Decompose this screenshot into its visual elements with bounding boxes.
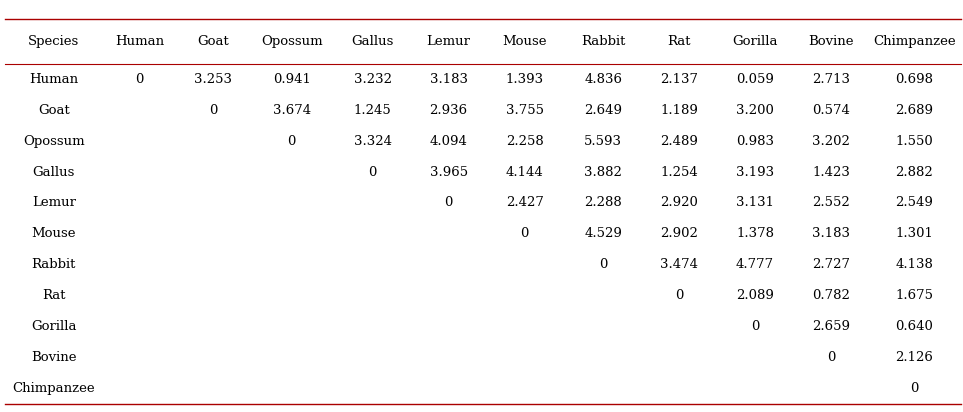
Text: 3.183: 3.183 [812, 227, 850, 240]
Text: Rabbit: Rabbit [581, 35, 625, 48]
Text: Mouse: Mouse [32, 227, 76, 240]
Text: 0: 0 [288, 135, 296, 147]
Text: 0.941: 0.941 [273, 73, 311, 86]
Text: 2.902: 2.902 [661, 227, 698, 240]
Text: 2.288: 2.288 [585, 197, 622, 209]
Text: 2.727: 2.727 [812, 258, 850, 271]
Text: 4.138: 4.138 [896, 258, 933, 271]
Text: 2.089: 2.089 [736, 289, 774, 302]
Text: 1.189: 1.189 [661, 104, 698, 117]
Text: Gorilla: Gorilla [31, 320, 77, 333]
Text: 3.232: 3.232 [353, 73, 392, 86]
Text: Lemur: Lemur [427, 35, 471, 48]
Text: 2.258: 2.258 [506, 135, 543, 147]
Text: 0: 0 [751, 320, 759, 333]
Text: 4.529: 4.529 [585, 227, 622, 240]
Text: 0: 0 [910, 382, 919, 395]
Text: 3.183: 3.183 [429, 73, 468, 86]
Text: 0: 0 [209, 104, 218, 117]
Text: 0: 0 [520, 227, 529, 240]
Text: 2.936: 2.936 [429, 104, 468, 117]
Text: Chimpanzee: Chimpanzee [873, 35, 956, 48]
Text: 2.689: 2.689 [896, 104, 933, 117]
Text: 3.253: 3.253 [195, 73, 232, 86]
Text: 1.393: 1.393 [506, 73, 544, 86]
Text: 0: 0 [675, 289, 684, 302]
Text: 1.550: 1.550 [896, 135, 933, 147]
Text: 4.777: 4.777 [736, 258, 774, 271]
Text: 3.755: 3.755 [506, 104, 544, 117]
Text: 2.882: 2.882 [896, 166, 933, 178]
Text: Goat: Goat [38, 104, 69, 117]
Text: Bovine: Bovine [31, 351, 77, 364]
Text: Gorilla: Gorilla [732, 35, 778, 48]
Text: Gallus: Gallus [351, 35, 394, 48]
Text: 1.423: 1.423 [812, 166, 850, 178]
Text: 1.254: 1.254 [661, 166, 698, 178]
Text: 1.245: 1.245 [353, 104, 392, 117]
Text: 1.378: 1.378 [736, 227, 774, 240]
Text: Species: Species [28, 35, 80, 48]
Text: 2.920: 2.920 [661, 197, 698, 209]
Text: Bovine: Bovine [808, 35, 854, 48]
Text: 0: 0 [445, 197, 453, 209]
Text: 3.882: 3.882 [585, 166, 622, 178]
Text: 3.200: 3.200 [736, 104, 774, 117]
Text: 3.324: 3.324 [353, 135, 392, 147]
Text: 2.649: 2.649 [585, 104, 622, 117]
Text: Opossum: Opossum [23, 135, 85, 147]
Text: 0: 0 [827, 351, 835, 364]
Text: 1.675: 1.675 [896, 289, 933, 302]
Text: 4.144: 4.144 [506, 166, 543, 178]
Text: Opossum: Opossum [261, 35, 323, 48]
Text: 0.983: 0.983 [736, 135, 774, 147]
Text: Human: Human [116, 35, 165, 48]
Text: Rabbit: Rabbit [32, 258, 76, 271]
Text: 3.674: 3.674 [273, 104, 311, 117]
Text: 0: 0 [369, 166, 377, 178]
Text: 2.137: 2.137 [660, 73, 698, 86]
Text: 0.574: 0.574 [812, 104, 850, 117]
Text: 3.131: 3.131 [736, 197, 774, 209]
Text: 2.489: 2.489 [661, 135, 698, 147]
Text: 0.698: 0.698 [896, 73, 933, 86]
Text: 3.202: 3.202 [812, 135, 850, 147]
Text: Gallus: Gallus [33, 166, 75, 178]
Text: 3.193: 3.193 [736, 166, 774, 178]
Text: 4.094: 4.094 [429, 135, 468, 147]
Text: 1.301: 1.301 [896, 227, 933, 240]
Text: 4.836: 4.836 [585, 73, 622, 86]
Text: Chimpanzee: Chimpanzee [13, 382, 95, 395]
Text: 0.640: 0.640 [896, 320, 933, 333]
Text: Mouse: Mouse [503, 35, 547, 48]
Text: Lemur: Lemur [32, 197, 76, 209]
Text: 2.713: 2.713 [812, 73, 850, 86]
Text: 0: 0 [136, 73, 143, 86]
Text: Rat: Rat [667, 35, 690, 48]
Text: 3.965: 3.965 [429, 166, 468, 178]
Text: 0.782: 0.782 [812, 289, 850, 302]
Text: 2.552: 2.552 [812, 197, 850, 209]
Text: Human: Human [29, 73, 78, 86]
Text: 2.126: 2.126 [896, 351, 933, 364]
Text: 0: 0 [599, 258, 608, 271]
Text: Rat: Rat [42, 289, 65, 302]
Text: 2.427: 2.427 [506, 197, 543, 209]
Text: 2.549: 2.549 [896, 197, 933, 209]
Text: 0.059: 0.059 [736, 73, 774, 86]
Text: 3.474: 3.474 [660, 258, 698, 271]
Text: 5.593: 5.593 [585, 135, 622, 147]
Text: Goat: Goat [197, 35, 229, 48]
Text: 2.659: 2.659 [812, 320, 850, 333]
